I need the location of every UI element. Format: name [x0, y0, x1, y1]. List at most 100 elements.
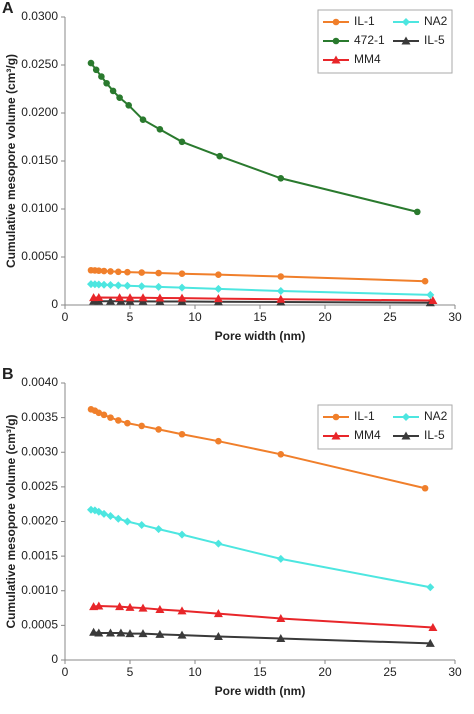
marker	[178, 530, 186, 539]
marker	[94, 280, 103, 289]
y-tick-label: 0.0150	[21, 153, 58, 167]
marker	[177, 630, 187, 639]
legend-label: MM4	[354, 428, 381, 442]
legend-label: IL-5	[424, 33, 445, 47]
marker	[94, 293, 104, 302]
y-tick-label: 0.0020	[21, 514, 58, 528]
marker	[402, 18, 410, 26]
x-tick-label: 30	[448, 665, 462, 679]
marker	[87, 59, 95, 67]
marker	[138, 269, 145, 276]
marker	[331, 55, 341, 64]
x-axis-title: Pore width (nm)	[215, 684, 306, 698]
marker	[138, 293, 148, 302]
marker	[215, 271, 222, 278]
marker	[95, 409, 103, 417]
marker	[213, 631, 223, 640]
marker	[276, 613, 286, 622]
marker	[178, 138, 186, 146]
panel-label: A	[2, 0, 14, 17]
marker	[332, 37, 340, 45]
y-tick-label: 0	[51, 297, 58, 311]
marker	[155, 426, 162, 433]
y-tick-label: 0.0040	[21, 375, 58, 389]
series-line	[90, 62, 418, 213]
x-tick-label: 5	[127, 665, 134, 679]
series-line	[93, 604, 433, 629]
x-tick-label: 15	[253, 310, 267, 324]
marker	[277, 174, 285, 182]
marker	[277, 451, 285, 458]
y-tick-label: 0.0250	[21, 57, 58, 71]
x-tick-label: 20	[318, 310, 332, 324]
marker	[100, 267, 108, 275]
marker	[426, 290, 435, 299]
y-tick-label: 0.0100	[21, 201, 58, 215]
marker	[276, 286, 285, 295]
marker	[137, 282, 146, 291]
y-tick-label: 0.0200	[21, 105, 58, 119]
marker	[428, 622, 438, 631]
marker	[115, 293, 125, 302]
marker	[100, 411, 108, 419]
marker	[123, 517, 132, 526]
marker	[155, 269, 162, 277]
y-tick-label: 0.0300	[21, 9, 58, 23]
marker	[106, 296, 115, 305]
marker	[216, 152, 223, 160]
marker	[100, 280, 108, 289]
marker	[116, 628, 126, 637]
marker	[276, 554, 285, 563]
x-axis-title: Pore width (nm)	[215, 329, 306, 343]
marker	[124, 419, 131, 427]
marker	[402, 413, 410, 421]
marker	[125, 629, 135, 638]
marker	[115, 417, 122, 424]
marker	[138, 603, 148, 612]
marker	[92, 66, 100, 74]
marker	[154, 525, 163, 534]
marker	[214, 539, 223, 548]
marker	[177, 606, 187, 615]
x-tick-label: 15	[253, 665, 267, 679]
y-tick-label: 0.0050	[21, 249, 58, 263]
marker	[276, 294, 286, 303]
x-tick-label: 10	[188, 310, 202, 324]
marker	[106, 281, 115, 290]
y-tick-label: 0.0030	[21, 444, 58, 458]
marker	[155, 293, 165, 302]
marker	[116, 94, 123, 101]
x-tick-label: 30	[448, 310, 462, 324]
marker	[178, 283, 186, 292]
marker	[213, 294, 223, 303]
legend-label: 472-1	[354, 33, 385, 47]
marker	[106, 628, 115, 637]
legend-box	[317, 404, 453, 450]
marker	[100, 509, 108, 518]
marker	[426, 583, 435, 592]
marker	[138, 629, 148, 638]
y-tick-label: 0.0015	[21, 548, 58, 562]
marker	[114, 514, 123, 523]
marker	[124, 268, 131, 276]
marker	[125, 293, 135, 302]
marker	[332, 18, 340, 26]
x-tick-label: 25	[383, 310, 397, 324]
marker	[178, 270, 186, 278]
marker	[332, 413, 340, 421]
marker	[414, 208, 421, 216]
marker	[215, 437, 222, 445]
marker	[139, 116, 147, 124]
x-tick-label: 0	[62, 310, 69, 324]
marker	[331, 431, 341, 440]
marker	[214, 284, 223, 293]
marker	[421, 484, 429, 492]
marker	[178, 430, 186, 438]
marker	[401, 431, 411, 440]
legend-label: NA2	[424, 409, 448, 423]
marker	[155, 629, 165, 638]
marker	[276, 634, 286, 643]
marker	[115, 602, 125, 611]
marker	[107, 414, 114, 421]
